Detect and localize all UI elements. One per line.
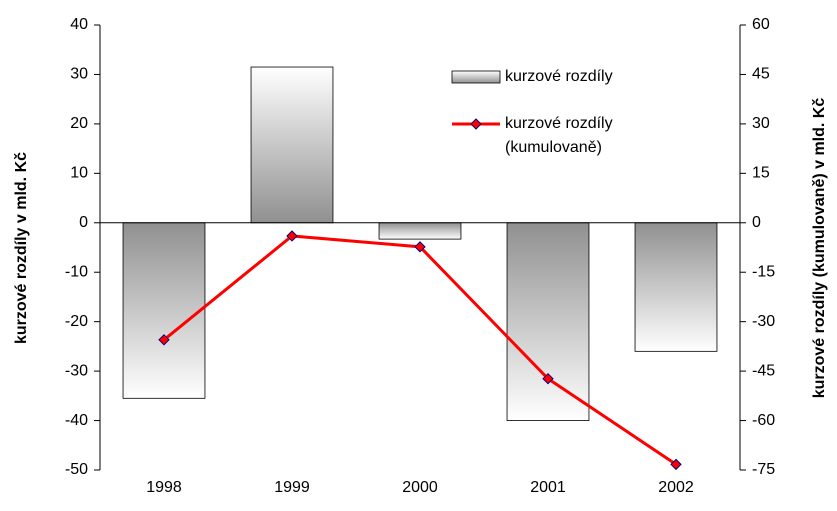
y2-tick-label: -45 <box>752 362 775 379</box>
x-tick-label: 1998 <box>146 479 182 496</box>
y-axis-label: kurzové rozdíly v mld. Kč <box>13 152 30 344</box>
marker <box>670 458 682 471</box>
y-tick-label: -50 <box>65 461 88 478</box>
marker <box>414 241 426 253</box>
y2-tick-label: 0 <box>752 214 761 231</box>
y-tick-label: 10 <box>70 165 88 182</box>
bar <box>122 222 206 399</box>
bar <box>378 222 462 240</box>
bar <box>506 222 590 421</box>
marker <box>542 372 554 385</box>
x-tick-label: 2002 <box>658 479 694 496</box>
x-tick-label: 2001 <box>530 479 566 496</box>
y-tick-label: -10 <box>65 263 88 280</box>
y2-tick-label: -15 <box>752 263 775 280</box>
y-tick-label: 40 <box>70 16 88 33</box>
y2-tick-label: 60 <box>752 16 770 33</box>
marker <box>158 334 170 346</box>
y-tick-label: 0 <box>79 214 88 231</box>
x-tick-label: 1999 <box>274 479 310 496</box>
bar <box>250 66 334 224</box>
bar <box>634 222 718 352</box>
marker <box>286 230 298 242</box>
y-tick-label: -40 <box>65 412 88 429</box>
legend-label: kurzové rozdíly (kumulovaně) <box>505 115 613 156</box>
legend-swatch <box>451 70 501 84</box>
y-tick-label: -20 <box>65 313 88 330</box>
y2-tick-label: 15 <box>752 165 770 182</box>
x-tick-label: 2000 <box>402 479 438 496</box>
y-tick-label: 20 <box>70 115 88 132</box>
y2-tick-label: -75 <box>752 461 775 478</box>
legend-label: kurzové rozdíly <box>505 68 613 85</box>
y-tick-label: 30 <box>70 66 88 83</box>
line <box>163 234 677 466</box>
legend-marker <box>470 118 482 130</box>
y2-tick-label: -30 <box>752 313 775 330</box>
y2-tick-label: 45 <box>752 66 770 83</box>
y2-tick-label: -60 <box>752 412 775 429</box>
y2-axis-label: kurzové rozdíly (kumulovaně) v mld. Kč <box>811 98 828 399</box>
y2-tick-label: 30 <box>752 115 770 132</box>
y-tick-label: -30 <box>65 362 88 379</box>
